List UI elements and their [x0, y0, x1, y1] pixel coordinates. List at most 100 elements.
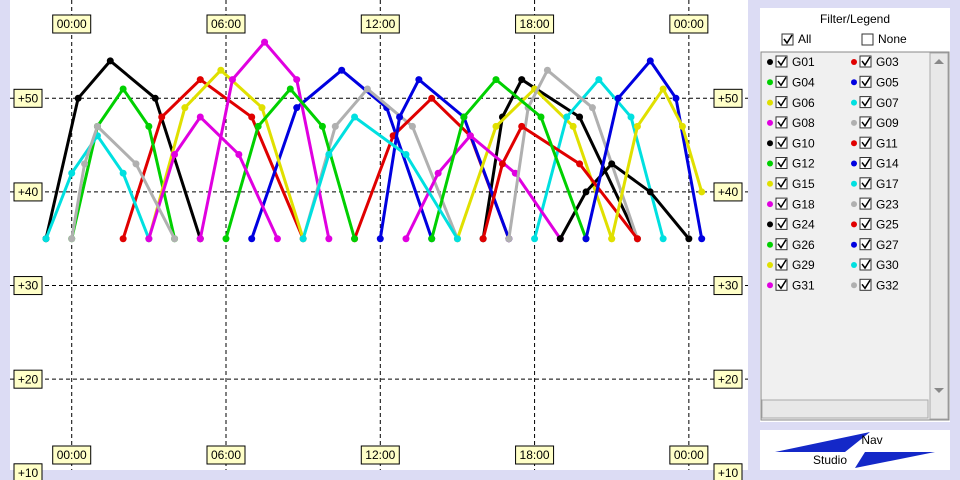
legend-checkbox[interactable]	[775, 258, 788, 271]
legend-swatch	[767, 119, 773, 126]
point	[325, 150, 333, 158]
point	[351, 113, 359, 121]
legend-checkbox[interactable]	[859, 75, 872, 88]
legend-swatch	[767, 140, 773, 147]
legend-checkbox[interactable]	[775, 116, 788, 129]
point	[678, 122, 686, 130]
point	[106, 57, 114, 65]
point	[181, 104, 189, 112]
legend-checkbox[interactable]	[859, 157, 872, 169]
legend-swatch	[767, 241, 773, 248]
legend-checkbox[interactable]	[775, 217, 788, 230]
legend-label: G24	[792, 218, 815, 232]
legend-checkbox[interactable]	[859, 238, 872, 251]
legend-checkbox[interactable]	[775, 157, 788, 169]
legend-swatch	[851, 59, 857, 65]
point	[145, 235, 153, 243]
point	[633, 235, 641, 243]
tick-label: 00:00	[674, 17, 704, 31]
point	[531, 235, 539, 243]
check	[777, 97, 787, 107]
check	[861, 219, 871, 229]
legend-checkbox[interactable]	[775, 177, 788, 190]
legend-checkbox[interactable]	[859, 278, 872, 291]
legend-label: G23	[876, 197, 899, 211]
legend-checkbox[interactable]	[775, 278, 788, 291]
logo-bottom: Studio	[813, 453, 847, 467]
point	[261, 38, 269, 46]
legend-checkbox[interactable]	[859, 197, 872, 210]
check	[861, 198, 871, 209]
tick-label-box	[669, 445, 709, 465]
scroll-up[interactable]	[934, 59, 944, 64]
legend-checkbox[interactable]	[775, 75, 788, 88]
legend-swatch	[767, 59, 773, 65]
legend-label: G18	[792, 197, 815, 211]
point	[217, 66, 225, 74]
point	[68, 169, 76, 177]
legend-checkbox[interactable]	[859, 217, 872, 230]
point	[293, 104, 301, 112]
tick-label-box	[13, 369, 43, 389]
point	[576, 160, 584, 168]
point	[466, 132, 474, 140]
scroll-down[interactable]	[934, 388, 944, 393]
point	[93, 122, 101, 130]
point	[318, 122, 326, 130]
check	[861, 137, 871, 148]
point	[222, 235, 230, 243]
check	[777, 259, 787, 270]
point	[428, 235, 436, 243]
legend-checkbox[interactable]	[859, 55, 872, 68]
point	[646, 57, 654, 65]
point	[196, 113, 204, 121]
legend-checkbox[interactable]	[775, 136, 788, 149]
point	[196, 76, 204, 84]
tick-label: +50	[18, 91, 39, 105]
scrollbar[interactable]	[929, 52, 949, 420]
point	[171, 150, 179, 158]
legend-checkbox[interactable]	[859, 136, 872, 149]
check	[861, 56, 871, 67]
legend-checkbox[interactable]	[859, 177, 872, 190]
check	[777, 76, 787, 87]
check	[861, 117, 871, 128]
legend-label: G06	[792, 96, 815, 110]
legend-swatch	[851, 99, 857, 106]
none-checkbox[interactable]	[861, 33, 874, 46]
point	[698, 188, 706, 196]
point	[119, 169, 127, 177]
tick-label: 12:00	[365, 17, 395, 31]
tick-label: +40	[718, 185, 739, 199]
legend-swatch	[767, 201, 773, 208]
legend-swatch	[851, 282, 857, 289]
all-checkbox[interactable]	[781, 33, 794, 46]
legend-swatch	[767, 160, 773, 167]
legend-label: G04	[792, 75, 815, 89]
legend-label: G14	[876, 157, 899, 171]
legend-checkbox[interactable]	[859, 258, 872, 271]
tick-label: +10	[18, 466, 39, 480]
point	[543, 66, 551, 74]
h-scrollbar[interactable]	[761, 399, 929, 419]
plot	[10, 0, 748, 470]
legend-label: G11	[876, 136, 898, 150]
legend-swatch	[851, 180, 857, 187]
legend-swatch	[851, 79, 857, 86]
legend-checkbox[interactable]	[859, 96, 872, 109]
tick-label-box	[13, 276, 43, 296]
legend-checkbox[interactable]	[775, 96, 788, 109]
point	[479, 235, 487, 243]
legend-label: G17	[876, 177, 899, 191]
point	[196, 235, 204, 243]
check	[777, 239, 787, 250]
point	[614, 94, 622, 102]
legend-checkbox[interactable]	[859, 116, 872, 129]
check	[861, 97, 871, 107]
legend-checkbox[interactable]	[775, 55, 788, 68]
legend-checkbox[interactable]	[775, 197, 788, 210]
point	[492, 122, 500, 130]
point	[588, 104, 596, 112]
legend-checkbox[interactable]	[775, 238, 788, 251]
